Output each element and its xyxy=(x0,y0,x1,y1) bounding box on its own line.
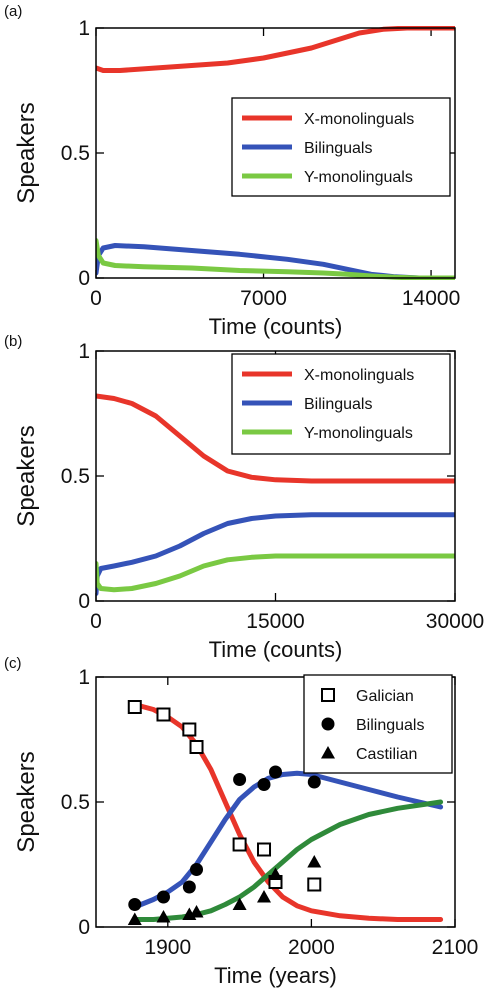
data-point-galician xyxy=(307,877,322,892)
fit-line-2 xyxy=(132,799,444,922)
series-line-bilinguals xyxy=(96,512,455,596)
data-point-castilian xyxy=(127,912,142,925)
plot-area xyxy=(96,393,455,596)
series-line-y-monolinguals xyxy=(96,238,455,280)
fit-line-1 xyxy=(132,770,444,910)
y-tick-label: 0.5 xyxy=(61,465,90,488)
data-point-bilinguals xyxy=(269,765,282,779)
data-point-castilian xyxy=(232,897,247,910)
data-point-castilian xyxy=(189,905,204,918)
legend-label: Galician xyxy=(356,688,414,705)
plot-area xyxy=(132,702,444,922)
legend-label: Bilinguals xyxy=(304,140,372,157)
x-tick-label: 14000 xyxy=(402,287,460,310)
y-tick-label: 0.5 xyxy=(61,791,90,814)
legend-marker xyxy=(321,688,335,702)
legend-label: Bilinguals xyxy=(304,396,372,413)
x-tick-label: 15000 xyxy=(246,610,304,633)
series-line-x-monolinguals xyxy=(96,26,455,73)
data-point-galician xyxy=(182,722,197,737)
plot-frame xyxy=(95,27,456,279)
data-point-bilinguals xyxy=(182,880,196,894)
chart-panel-b: (b) Speakers Time (counts) 0 15000 30000 0 0.5 1… xyxy=(4,333,484,662)
x-axis-label: Time (counts) xyxy=(209,314,343,339)
y-axis-label: Speakers xyxy=(13,751,40,852)
data-point-galician xyxy=(257,842,272,857)
plot-frame xyxy=(95,676,456,928)
y-tick-label: 1 xyxy=(78,340,90,363)
data-point-galician xyxy=(127,700,142,714)
x-axis-label: Time (years) xyxy=(214,963,337,988)
panel-label: (a) xyxy=(4,3,22,20)
legend-label: X-monolinguals xyxy=(304,367,414,384)
x-tick-label: 30000 xyxy=(426,610,484,633)
legend: Galician Bilinguals Castilian xyxy=(303,674,453,774)
legend-label: X-monolinguals xyxy=(304,111,414,128)
data-point-bilinguals xyxy=(257,778,271,791)
data-point-galician xyxy=(189,740,204,754)
legend: X-monolinguals Bilinguals Y-monolinguals xyxy=(231,353,451,455)
x-tick-label: 2100 xyxy=(432,936,479,959)
legend-marker xyxy=(321,717,335,731)
data-point-castilian xyxy=(156,910,171,923)
chart-panel-c: (c) Speakers Time (years) 1900 2000 2100 0 0.5 1… xyxy=(4,655,478,988)
x-tick-label: 1900 xyxy=(144,936,191,959)
y-tick-label: 1 xyxy=(78,666,90,689)
y-tick-label: 1 xyxy=(78,17,90,40)
data-point-bilinguals xyxy=(307,775,321,789)
y-tick-label: 0 xyxy=(78,267,90,290)
y-tick-label: 0.5 xyxy=(61,142,90,165)
y-tick-label: 0 xyxy=(78,916,90,939)
data-point-galician xyxy=(156,707,171,722)
legend-label: Y-monolinguals xyxy=(304,425,413,442)
data-point-bilinguals xyxy=(128,898,142,911)
data-point-castilian xyxy=(257,890,272,903)
panel-label: (b) xyxy=(4,333,22,350)
legend-label: Bilinguals xyxy=(356,717,424,734)
x-tick-label: 7000 xyxy=(240,287,287,310)
y-axis-label: Speakers xyxy=(13,102,40,203)
legend-label: Castilian xyxy=(356,746,417,763)
data-point-castilian xyxy=(268,867,283,880)
panel-label: (c) xyxy=(4,655,22,672)
legend-marker xyxy=(321,746,335,759)
y-axis-label: Speakers xyxy=(13,425,40,526)
x-axis-label: Time (counts) xyxy=(209,637,343,662)
legend: X-monolinguals Bilinguals Y-monolinguals xyxy=(231,97,451,197)
data-point-bilinguals xyxy=(233,773,247,786)
data-point-bilinguals xyxy=(156,890,170,904)
x-tick-label: 0 xyxy=(90,610,102,633)
x-tick-label: 2000 xyxy=(288,936,335,959)
series-line-y-monolinguals xyxy=(96,553,455,593)
chart-panel-a: (a) Speakers Time (counts) 0 7000 14000 0 0.5 1 X… xyxy=(4,3,460,339)
y-tick-label: 0 xyxy=(78,590,90,613)
fit-line-0 xyxy=(132,702,444,922)
x-tick-label: 0 xyxy=(90,287,102,310)
data-point-bilinguals xyxy=(190,863,204,876)
data-point-galician xyxy=(232,837,247,852)
legend-label: Y-monolinguals xyxy=(304,169,413,186)
data-point-castilian xyxy=(307,855,322,868)
plot-frame xyxy=(95,350,456,602)
series-line-x-monolinguals xyxy=(96,393,455,484)
